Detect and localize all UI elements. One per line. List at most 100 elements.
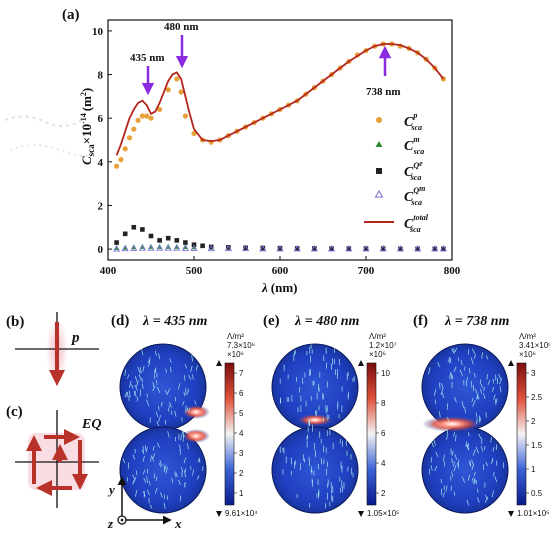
data-point-p <box>165 87 171 93</box>
data-point-qm <box>414 244 422 252</box>
data-point-qm <box>242 244 250 252</box>
x-axis-label: λ (nm) <box>261 280 298 295</box>
data-point-qe <box>243 245 248 251</box>
data-point-qe <box>208 244 214 250</box>
annotation-435nm: 435 nm <box>130 52 165 64</box>
data-point-p <box>139 113 145 119</box>
colorbar-tick-label: 1 <box>531 465 536 474</box>
data-point-qe <box>441 246 446 252</box>
map-panel-0: (d) λ = 435 nm Λ/m²7.3×10⁶×10⁶ 9.61×10⁴ 7 6 5 4… <box>111 313 258 518</box>
dipole-label: p <box>70 330 80 346</box>
field-hotspot <box>297 414 333 426</box>
data-point-qe <box>277 245 283 251</box>
colorbar <box>366 362 377 506</box>
data-point-qe <box>398 246 403 252</box>
panel-a-label: (a) <box>62 7 80 23</box>
legend-marker-m <box>375 141 383 147</box>
data-point-qm <box>113 245 121 252</box>
colorbar-max-icon <box>358 360 364 366</box>
total-curve <box>115 43 445 156</box>
y-tick-label: 0 <box>98 244 104 256</box>
data-point-qm <box>396 244 404 252</box>
colorbar-scale: ×10⁶ <box>519 350 536 359</box>
data-point-qm <box>207 244 215 252</box>
data-point-qe <box>294 246 300 251</box>
colorbar-tick-label: 10 <box>381 369 390 378</box>
annotation-480nm: 480 nm <box>164 21 199 33</box>
y-axis-letter: y <box>107 482 115 497</box>
y-tick-label: 6 <box>98 113 104 125</box>
legend-item-m: Cm sca <box>375 135 424 156</box>
x-tick-label: 600 <box>272 265 289 277</box>
data-point-p <box>182 113 188 119</box>
colorbar-max: 7.3×10⁶ <box>227 341 255 350</box>
field-vectors-icon <box>122 349 204 509</box>
map-wavelength: λ = 480 nm <box>294 314 359 329</box>
data-point-p <box>178 89 184 95</box>
colorbar-tick-label: 1.5 <box>531 441 543 450</box>
colorbar-tick-label: 2 <box>239 469 244 478</box>
colorbar <box>516 362 527 506</box>
colorbar-tick-label: 0.5 <box>531 489 543 498</box>
data-point-qm <box>293 244 301 252</box>
data-point-p <box>135 117 141 123</box>
panel-b: (b) p <box>6 312 99 386</box>
x-axis-letter: x <box>174 516 182 531</box>
field-hotspot <box>422 416 482 432</box>
colorbar-tick-label: 4 <box>239 429 244 438</box>
background-smudge <box>4 115 91 158</box>
colorbar-unit: Λ/m² <box>519 332 536 341</box>
data-point-qm <box>345 244 353 252</box>
sphere-bottom <box>119 426 207 514</box>
colorbar-tick-label: 2.5 <box>531 393 543 402</box>
data-point-qm <box>138 244 146 251</box>
colorbar-unit: Λ/m² <box>369 332 386 341</box>
legend-marker-p <box>376 117 382 123</box>
colorbar <box>224 362 235 506</box>
data-point-qm <box>156 244 164 251</box>
peak-annotations: 435 nm 480 nm 738 nm <box>130 21 401 98</box>
map-wavelength: λ = 435 nm <box>142 314 207 329</box>
y-tick-label: 2 <box>98 200 104 212</box>
data-point-p <box>122 146 128 152</box>
data-point-qe <box>432 246 438 252</box>
legend-item-p: Cp sca <box>376 111 422 132</box>
panel-c-label: (c) <box>6 404 23 420</box>
y-axis-label: Csca×10-14(m2) <box>79 88 96 165</box>
data-point-qe <box>226 245 231 250</box>
data-point-qe <box>140 227 145 232</box>
data-point-qm <box>276 244 284 252</box>
colorbar-tick-label: 2 <box>531 417 536 426</box>
colorbar-tick-label: 6 <box>381 429 386 438</box>
legend-item-qe: CQe sca <box>376 159 423 182</box>
data-point-qm <box>190 244 198 251</box>
data-point-p <box>148 115 154 121</box>
colorbar-min-icon <box>216 511 222 517</box>
data-point-p <box>118 157 124 163</box>
colorbar-min: 1.01×10⁵ <box>517 509 549 518</box>
data-point-qe <box>380 246 386 251</box>
data-point-qe <box>363 246 369 251</box>
quadrupole-label: EQ <box>81 417 101 432</box>
legend: Cp sca Cm sca CQe sca CQm sca Ctotal sca <box>364 111 429 234</box>
map-panel-label: (e) <box>263 313 280 329</box>
data-point-p <box>126 135 133 141</box>
data-point-qm <box>181 244 189 251</box>
data-point-qe <box>260 245 266 251</box>
colorbar-max-icon <box>508 360 514 366</box>
colorbar-min: 9.61×10⁴ <box>225 509 258 518</box>
colorbar-max-icon <box>216 360 222 366</box>
data-point-p <box>157 106 163 113</box>
data-point-qm <box>362 244 370 252</box>
colorbar-tick-label: 3 <box>531 369 536 378</box>
field-maps: (d) λ = 435 nmΛ/m²7.3×10⁶×10⁶9.61×10⁴7654… <box>111 313 550 518</box>
data-point-qe <box>114 240 119 245</box>
data-point-qe <box>183 240 188 245</box>
y-tick-label: 4 <box>98 157 104 169</box>
colorbar-max: 3.41×10⁶ <box>519 341 550 350</box>
